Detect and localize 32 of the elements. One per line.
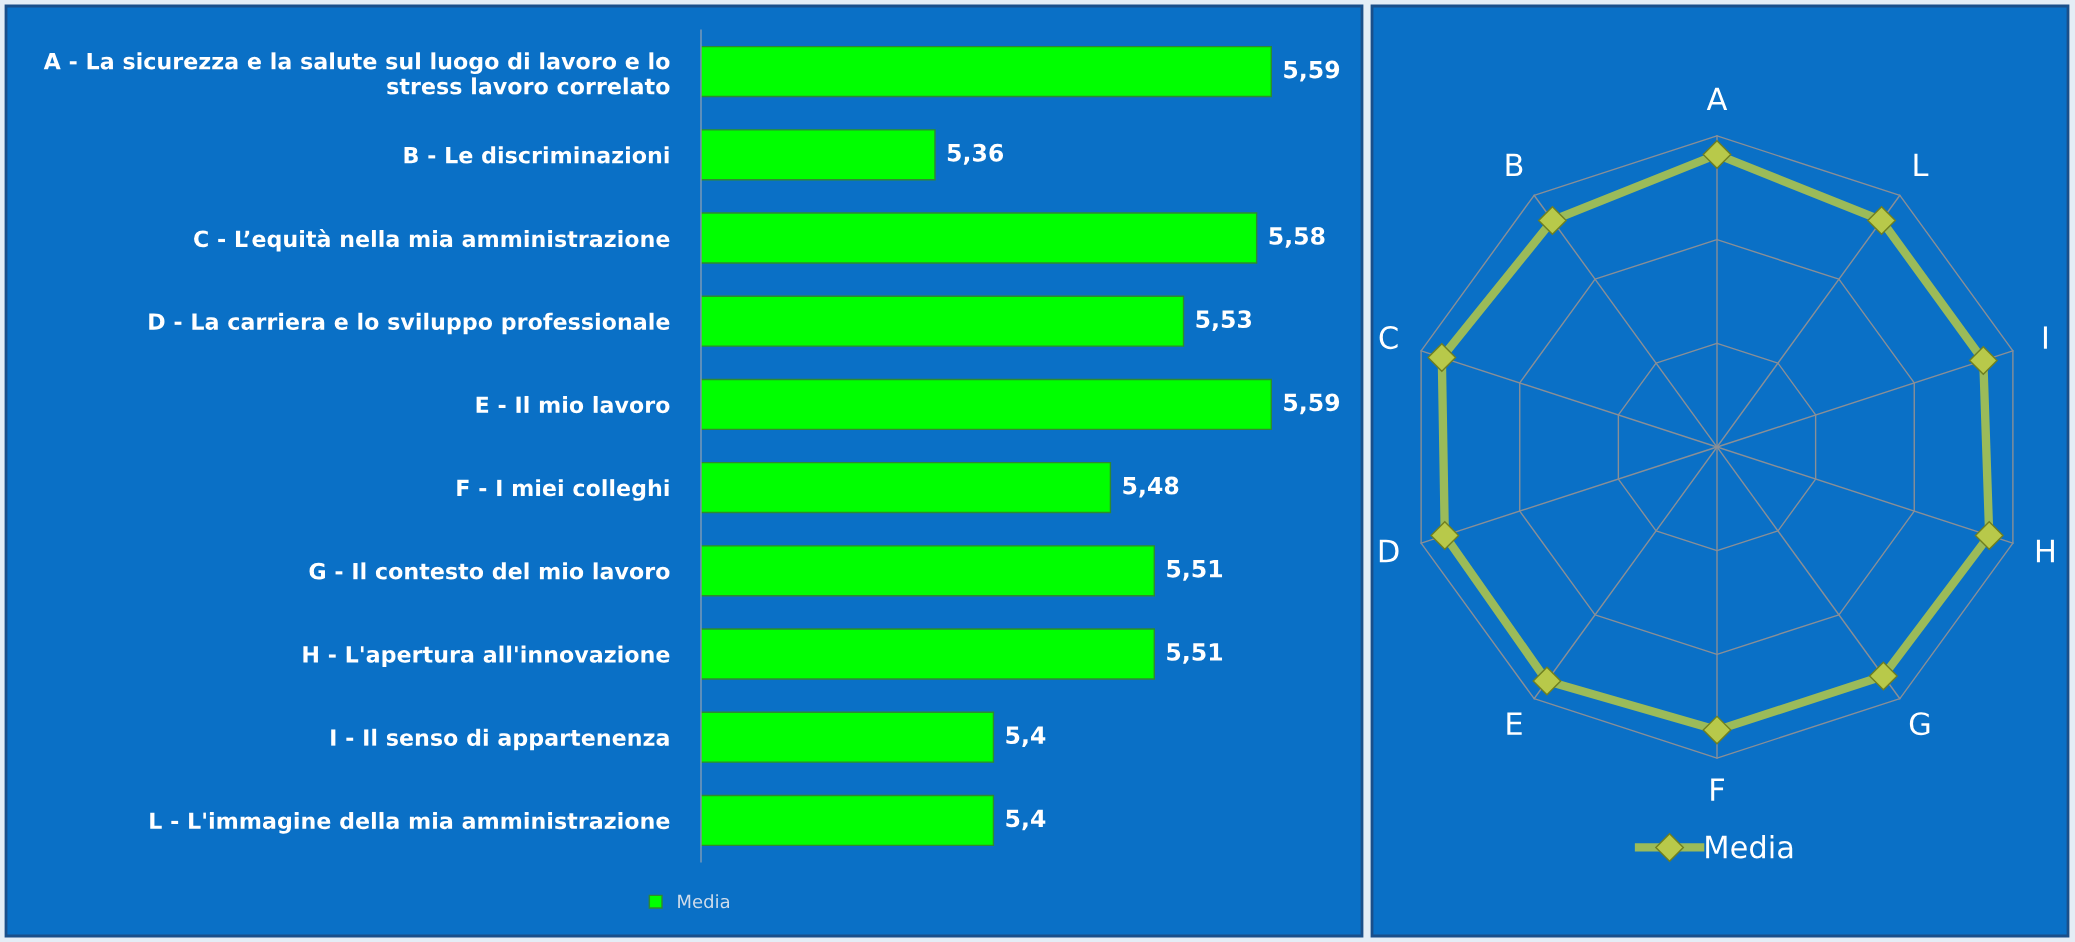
spoke-label: F [1711, 778, 1725, 801]
y-tick-label: F - I miei colleghi [457, 479, 669, 501]
y-tick-label: C - L’equità nella mia amministrazione [194, 229, 670, 252]
legend-label: Media [1706, 834, 1793, 859]
data-label: 5,48 [1123, 476, 1179, 498]
data-label: 5,59 [1284, 60, 1340, 82]
data-label: 5,4 [1006, 726, 1046, 748]
spoke-label: G [1909, 712, 1930, 736]
spoke-label: D [1379, 539, 1399, 563]
spoke-label: B [1506, 153, 1523, 177]
spoke-label: I [2043, 326, 2047, 349]
y-tick-label: I - Il senso di appartenenza [331, 728, 669, 751]
data-label: 5,59 [1284, 393, 1340, 415]
data-label: 5,4 [1006, 809, 1046, 831]
y-tick-label: L - L'immagine della mia amministrazione [150, 811, 670, 834]
y-tick-label: A - La sicurezza e la salute sul luogo di lavoro e lo stress lavoro correlato [43, 52, 670, 95]
y-tick-label: H - L'apertura all'innovazione [303, 645, 670, 668]
data-label: 5,36 [947, 143, 1004, 165]
spoke-label: H [2036, 539, 2054, 563]
data-label: 5,58 [1269, 226, 1325, 248]
spoke-label: A [1706, 87, 1728, 111]
spoke-label: L [1914, 153, 1929, 177]
spoke-label: C [1379, 326, 1398, 350]
data-label: 5,51 [1167, 560, 1223, 581]
data-label: 5,53 [1196, 310, 1252, 332]
spoke-label: E [1507, 712, 1522, 735]
y-tick-label: E - Il mio lavoro [476, 395, 670, 414]
y-tick-label: G - Il contesto del mio lavoro [309, 562, 670, 580]
y-tick-label: B - Le discriminazioni [404, 146, 669, 164]
y-tick-label: D - La carriera e lo sviluppo professionale [149, 312, 670, 335]
legend-label: Media [678, 894, 730, 909]
data-label: 5,51 [1167, 643, 1223, 664]
